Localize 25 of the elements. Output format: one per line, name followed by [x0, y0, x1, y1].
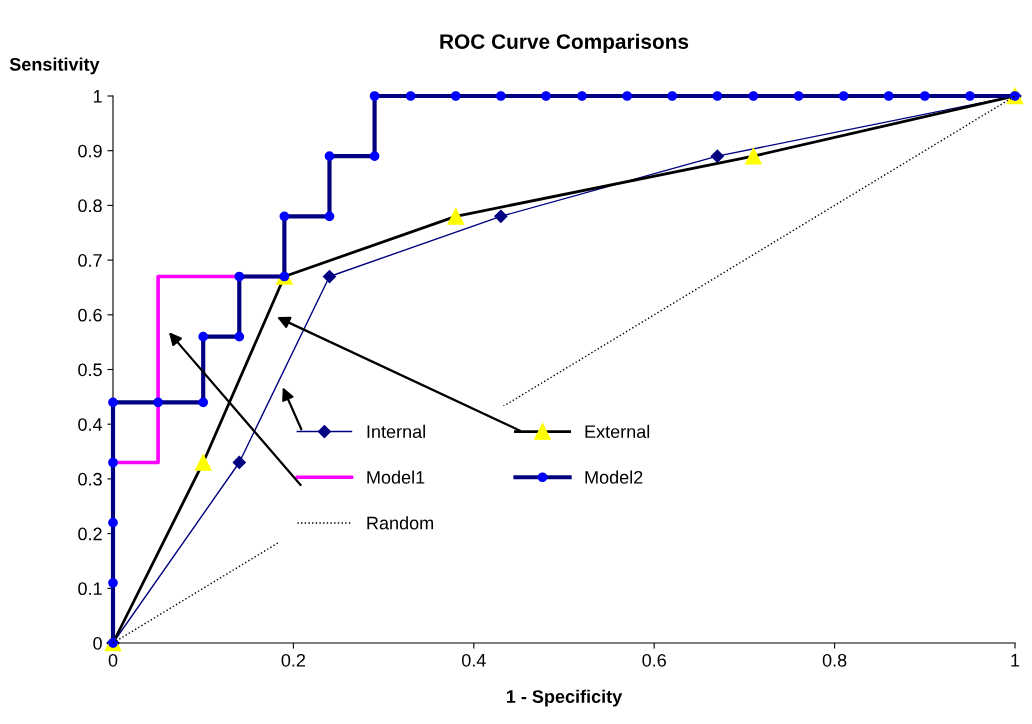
x-tick-label: 0: [108, 653, 118, 667]
y-tick-label: 0.4: [78, 418, 103, 431]
legend-label: Model2: [585, 470, 643, 484]
y-tick-label: 1: [93, 90, 102, 103]
y-tick-label: 0: [93, 636, 102, 650]
x-tick-label: 0.6: [642, 653, 666, 667]
x-axis-title: 1 - Specificity: [506, 689, 623, 707]
legend-label: Internal: [367, 424, 425, 439]
y-tick-label: 0.2: [78, 527, 102, 541]
y-tick-label: 0.6: [78, 308, 102, 322]
x-tick-label: 0.4: [461, 653, 486, 667]
y-tick-label: 0.3: [78, 472, 102, 486]
legend-label: Model1: [367, 470, 425, 484]
y-tick-label: 0.9: [78, 144, 102, 158]
legend-label: External: [585, 424, 650, 439]
y-tick-label: 0.1: [78, 582, 102, 596]
x-tick-label: 0.8: [822, 653, 847, 667]
x-tick-label: 0.2: [281, 653, 306, 667]
y-tick-label: 0.8: [78, 199, 102, 213]
chart-title: ROC Curve Comparisons: [440, 33, 689, 54]
y-tick-label: 0.7: [78, 254, 102, 267]
x-tick-label: 1: [1011, 654, 1020, 667]
y-tick-label: 0.5: [78, 363, 102, 377]
legend-label: Random: [367, 516, 433, 530]
y-axis-title: Sensitivity: [9, 57, 100, 75]
